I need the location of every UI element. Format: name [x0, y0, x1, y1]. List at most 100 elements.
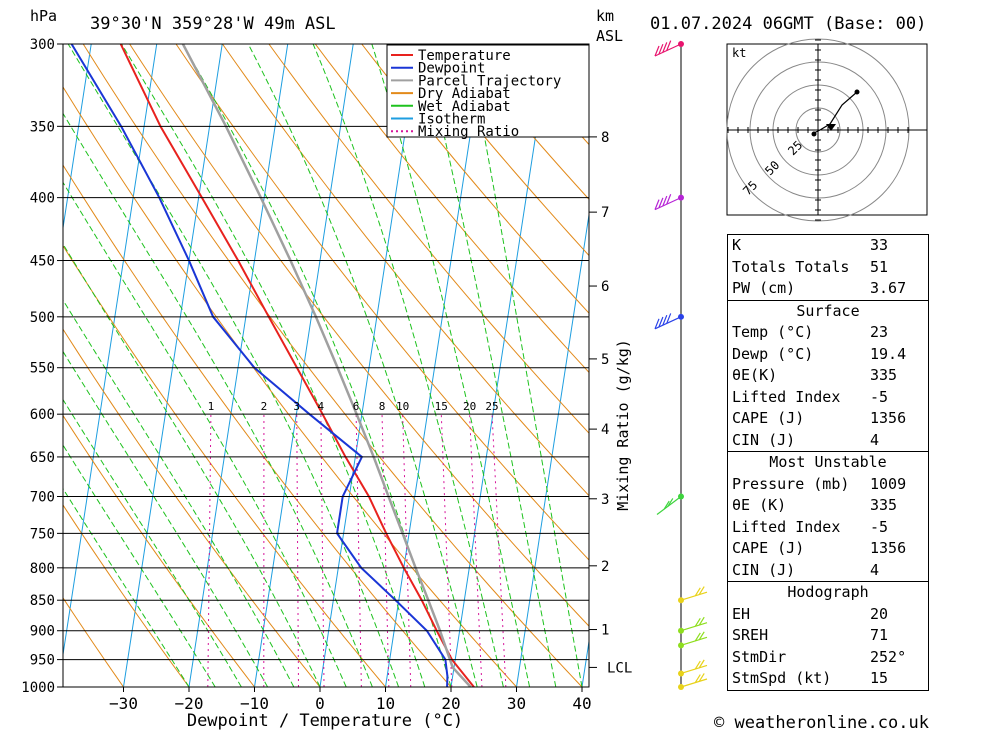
wet-adiabat-line	[182, 44, 452, 687]
wind-barb-flag	[698, 586, 705, 595]
dewpoint-line	[70, 44, 449, 687]
dry-adiabat-line	[63, 597, 124, 687]
wind-barb	[654, 313, 684, 330]
height-unit-label-asl: ASL	[596, 27, 623, 45]
dry-adiabat-line	[407, 44, 589, 257]
pressure-tick-label: 1000	[21, 680, 55, 696]
index-row: Dewp (°C) 19.4	[728, 344, 928, 366]
isotherm-line	[63, 44, 158, 658]
wind-barb-flag	[666, 194, 672, 205]
height-tick-label: 5	[601, 352, 609, 368]
mixing-ratio-label: 3	[293, 400, 300, 413]
pressure-tick-label: 450	[30, 254, 55, 270]
pressure-tick-label: 900	[30, 624, 55, 640]
wind-barb-flag	[694, 674, 701, 683]
wind-barb	[678, 616, 708, 634]
dry-adiabat-line	[82, 44, 583, 687]
general-indices: K 33 Totals Totals 51 PW (cm) 3.67	[728, 235, 928, 300]
index-label: CAPE (J)	[732, 409, 805, 427]
legend-label: Temperature	[418, 48, 511, 64]
wind-barb-flag	[654, 199, 660, 210]
pressure-tick-label: 950	[30, 653, 55, 669]
mixing-ratio-labels: 1 2 3 4 6 8 10 15 20 25	[208, 400, 499, 413]
index-row: Pressure (mb) 1009	[728, 474, 928, 496]
pressure-tick-label: 500	[30, 310, 55, 326]
isotherm-line	[0, 44, 26, 687]
wet-adiabat-line	[63, 487, 190, 687]
temperature-tick-label: −30	[109, 694, 138, 713]
isotherm-line	[450, 44, 551, 687]
index-value: 20	[870, 604, 889, 623]
height-tick-label: 3	[601, 492, 609, 508]
height-tick-label: 2	[601, 559, 609, 575]
isotherm-line	[254, 44, 354, 687]
index-row: StmDir 252°	[728, 647, 928, 669]
index-row: Lifted Index -5	[728, 517, 928, 539]
legend-label: Wet Adiabat	[418, 99, 511, 115]
dry-adiabat-line	[175, 44, 589, 561]
mixing-ratio-line	[296, 414, 299, 687]
pressure-unit-label: hPa	[30, 7, 57, 25]
mixing-ratio-line	[381, 414, 390, 687]
wind-barb-flag	[658, 197, 664, 209]
wind-barb	[654, 40, 684, 57]
wet-adiabat-line	[63, 350, 269, 687]
index-value: 4	[870, 430, 880, 449]
mixing-ratio-label: 2	[261, 400, 268, 413]
temperature-tick-label: 10	[376, 694, 395, 713]
index-value: -5	[870, 517, 889, 536]
axes: 3003504004505005506006507007508008509009…	[21, 37, 591, 713]
index-row: CAPE (J) 1356	[728, 538, 928, 560]
dry-adiabat-line	[268, 44, 589, 434]
mixing-ratio-label: 8	[379, 400, 386, 413]
index-value: 33	[870, 236, 889, 254]
index-row: θE (K) 335	[728, 495, 928, 517]
index-label: Lifted Index	[732, 387, 841, 406]
height-unit-label: km	[596, 7, 614, 25]
dry-adiabat-line	[63, 86, 517, 687]
datetime-title: 01.07.2024 06GMT (Base: 00)	[650, 14, 926, 34]
temperature-tick-label: 20	[441, 694, 460, 713]
location-title: 39°30'N 359°28'W 49m ASL	[90, 14, 336, 34]
wind-barb-flag	[654, 45, 660, 57]
temperature-tick-label: 0	[315, 694, 325, 713]
hodograph-section: Hodograph EH 20 SREH 71 StmDir 252° StmSpd (kt…	[728, 581, 928, 690]
most-unstable-section: Most Unstable Pressure (mb) 1009 θE (K) 335…	[728, 451, 928, 581]
index-value: 71	[870, 626, 889, 644]
dry-adiabat-line	[314, 44, 589, 374]
index-value: 4	[870, 560, 880, 579]
index-label: EH	[732, 604, 751, 623]
mixing-ratio-line	[320, 414, 325, 687]
index-value: 15	[870, 669, 889, 687]
index-label: Temp (°C)	[732, 323, 814, 341]
height-tick-label: 6	[601, 279, 609, 295]
mixing-ratio-label: 6	[353, 400, 360, 413]
wind-barb-flag	[698, 631, 705, 641]
hodograph-title: Hodograph	[787, 583, 869, 601]
pressure-tick-label: 300	[30, 37, 55, 53]
wind-barb-staff	[680, 622, 708, 632]
index-row: CAPE (J) 1356	[728, 408, 928, 430]
index-value: 335	[870, 366, 898, 384]
wet-adiabat-line	[371, 44, 531, 687]
wind-barb-flag	[663, 500, 670, 510]
index-label: CAPE (J)	[732, 539, 805, 557]
wind-barb-flag	[662, 314, 668, 326]
index-row: SREH 71	[728, 625, 928, 647]
wind-barb-flag	[658, 316, 664, 328]
index-label: Dewp (°C)	[732, 344, 814, 363]
index-value: 1356	[870, 539, 907, 557]
index-label: K	[732, 236, 742, 254]
index-row: StmSpd (kt) 15	[728, 668, 928, 690]
wind-barb-flag	[667, 498, 674, 507]
mixing-ratio-label: 4	[318, 400, 325, 413]
wind-barb-flag	[662, 42, 668, 53]
pressure-tick-label: 600	[30, 407, 55, 423]
wind-barb-flag	[698, 673, 705, 682]
surface-title: Surface	[796, 301, 860, 320]
wind-barb-staff	[680, 636, 708, 646]
isotherm-line	[385, 44, 485, 687]
height-tick-label: 1	[601, 623, 609, 639]
